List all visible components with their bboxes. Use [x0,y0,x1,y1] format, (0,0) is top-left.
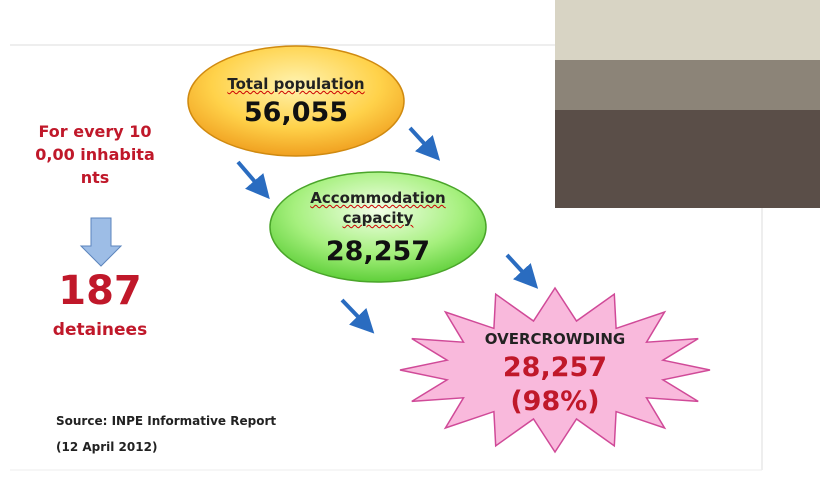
node-label: OVERCROWDING [470,330,640,348]
node-value: 56,055 [226,97,366,128]
slide: For every 100,00 inhabitants 187 detaine… [0,0,820,493]
node-label: Total population [226,75,366,93]
source-date: (12 April 2012) [56,440,157,454]
node-label: Accommodation capacity [308,188,448,228]
down-arrow [81,218,121,266]
node-value: 28,257 [308,236,448,267]
node-percent: (98%) [470,386,640,417]
photo [555,0,820,208]
node-value: 28,257 [470,352,640,383]
detainee-count: 187 [40,268,160,314]
detainee-unit: detainees [40,320,160,340]
intro-text: For every 100,00 inhabitants [30,120,160,189]
source-line: Source: INPE Informative Report [56,414,276,428]
